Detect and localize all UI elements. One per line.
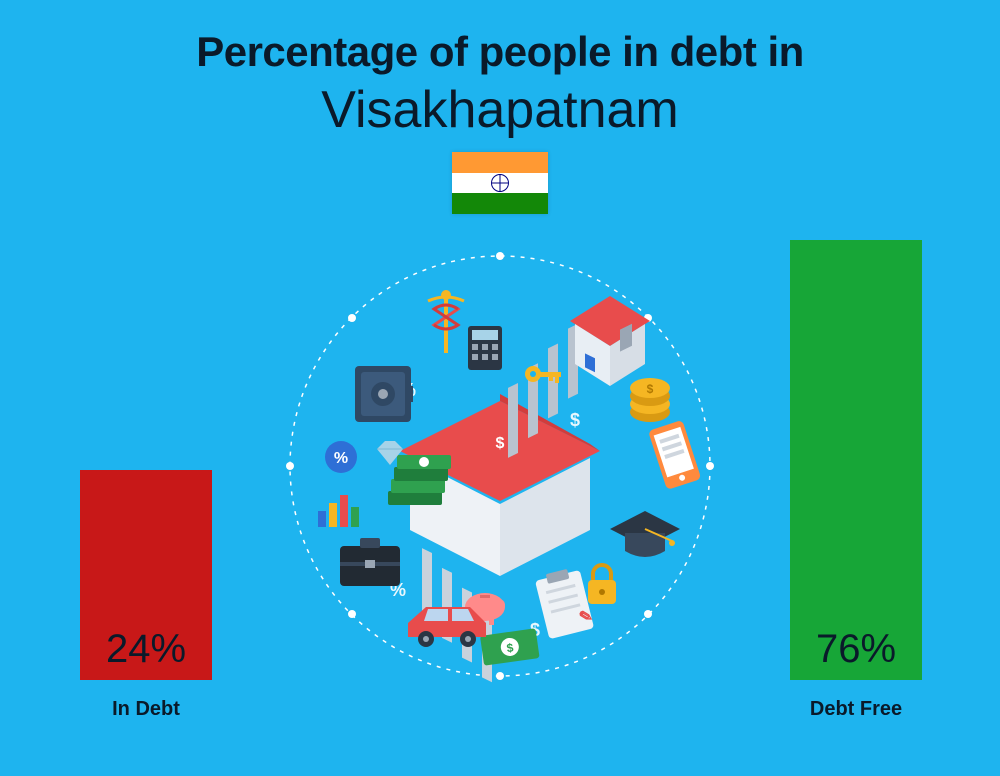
clipboard-icon: ✎ — [534, 566, 595, 640]
bar-in-debt-percent: 24% — [80, 627, 212, 672]
safe-icon — [355, 366, 413, 422]
title-line-2: Visakhapatnam — [0, 80, 1000, 140]
caduceus-icon — [428, 290, 464, 353]
flag-stripe-saffron — [452, 152, 548, 173]
graduation-cap-icon — [610, 511, 680, 557]
bar-debt-free-rect — [790, 240, 922, 680]
bar-in-debt: 24% In Debt — [80, 470, 212, 680]
calculator-icon — [468, 326, 502, 370]
house-icon — [570, 296, 650, 386]
bar-debt-free-label: Debt Free — [790, 698, 922, 721]
title-line-1: Percentage of people in debt in — [0, 28, 1000, 76]
svg-text:$: $ — [496, 435, 505, 452]
svg-text:✎: ✎ — [577, 607, 594, 627]
car-icon — [408, 607, 486, 647]
phone-icon — [648, 420, 701, 490]
svg-text:%: % — [334, 450, 348, 467]
flag-stripe-white — [452, 173, 548, 194]
india-flag-icon — [452, 152, 548, 214]
bar-debt-free-percent: 76% — [790, 627, 922, 672]
money-stack-icon — [388, 455, 451, 505]
flag-stripe-green — [452, 193, 548, 214]
flag-chakra-icon — [491, 174, 509, 192]
svg-text:$: $ — [647, 382, 654, 396]
bar-in-debt-label: In Debt — [80, 698, 212, 721]
svg-text:$: $ — [570, 410, 580, 430]
percent-ball-icon: % — [325, 441, 357, 473]
coins-icon: $ — [630, 378, 670, 422]
chart-icon — [318, 495, 359, 527]
lock-icon — [588, 565, 616, 604]
finance-illustration: % $ % $ $ — [270, 236, 730, 696]
bar-debt-free: 76% Debt Free — [790, 240, 922, 680]
briefcase-icon — [340, 538, 400, 586]
